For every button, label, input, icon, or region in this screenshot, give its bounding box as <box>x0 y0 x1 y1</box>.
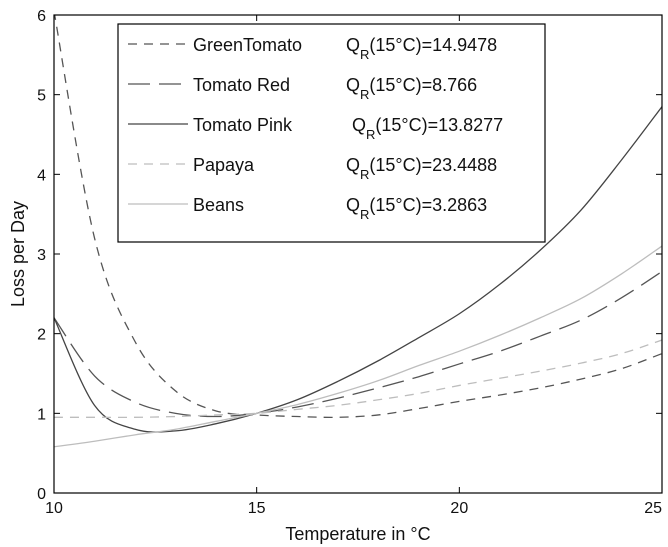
y-tick-label: 3 <box>37 247 46 264</box>
legend-label-1: Tomato Red <box>193 75 290 95</box>
legend-label-4: Beans <box>193 195 244 215</box>
y-tick-label: 5 <box>37 88 46 105</box>
x-tick-label: 10 <box>45 500 63 517</box>
legend: GreenTomato QR(15°C)=14.9478 Tomato Red QR(… <box>117 23 546 243</box>
series-line-0 <box>54 15 662 419</box>
series-line-3 <box>54 339 662 419</box>
series-line-1 <box>54 270 662 418</box>
legend-q-value-1: QR(15°C)=8.766 <box>346 75 477 102</box>
y-tick-label: 6 <box>37 8 46 25</box>
series-layer <box>54 15 662 448</box>
series-line-4 <box>54 245 662 448</box>
series-line-2 <box>54 106 662 433</box>
x-tick-label: 15 <box>248 500 266 517</box>
legend-q-value-3: QR(15°C)=23.4488 <box>346 155 497 182</box>
legend-label-3: Papaya <box>193 155 255 175</box>
y-tick-label: 1 <box>37 406 46 423</box>
y-tick-label: 4 <box>37 167 46 184</box>
y-axis-label: Loss per Day <box>8 201 28 307</box>
ticks-layer: 10 15 20 25 0 1 2 3 4 5 6 <box>37 8 663 517</box>
legend-box <box>117 23 546 243</box>
x-tick-label: 25 <box>644 500 662 517</box>
legend-q-value-2: QR(15°C)=13.8277 <box>352 115 503 142</box>
y-tick-label: 0 <box>37 486 46 503</box>
legend-label-2: Tomato Pink <box>193 115 293 135</box>
legend-label-0: GreenTomato <box>193 35 302 55</box>
y-tick-label: 2 <box>37 327 46 344</box>
legend-q-value-4: QR(15°C)=3.2863 <box>346 195 487 222</box>
legend-q-value-0: QR(15°C)=14.9478 <box>346 35 497 62</box>
x-tick-label: 20 <box>450 500 468 517</box>
x-axis-label: Temperature in °C <box>285 524 430 544</box>
